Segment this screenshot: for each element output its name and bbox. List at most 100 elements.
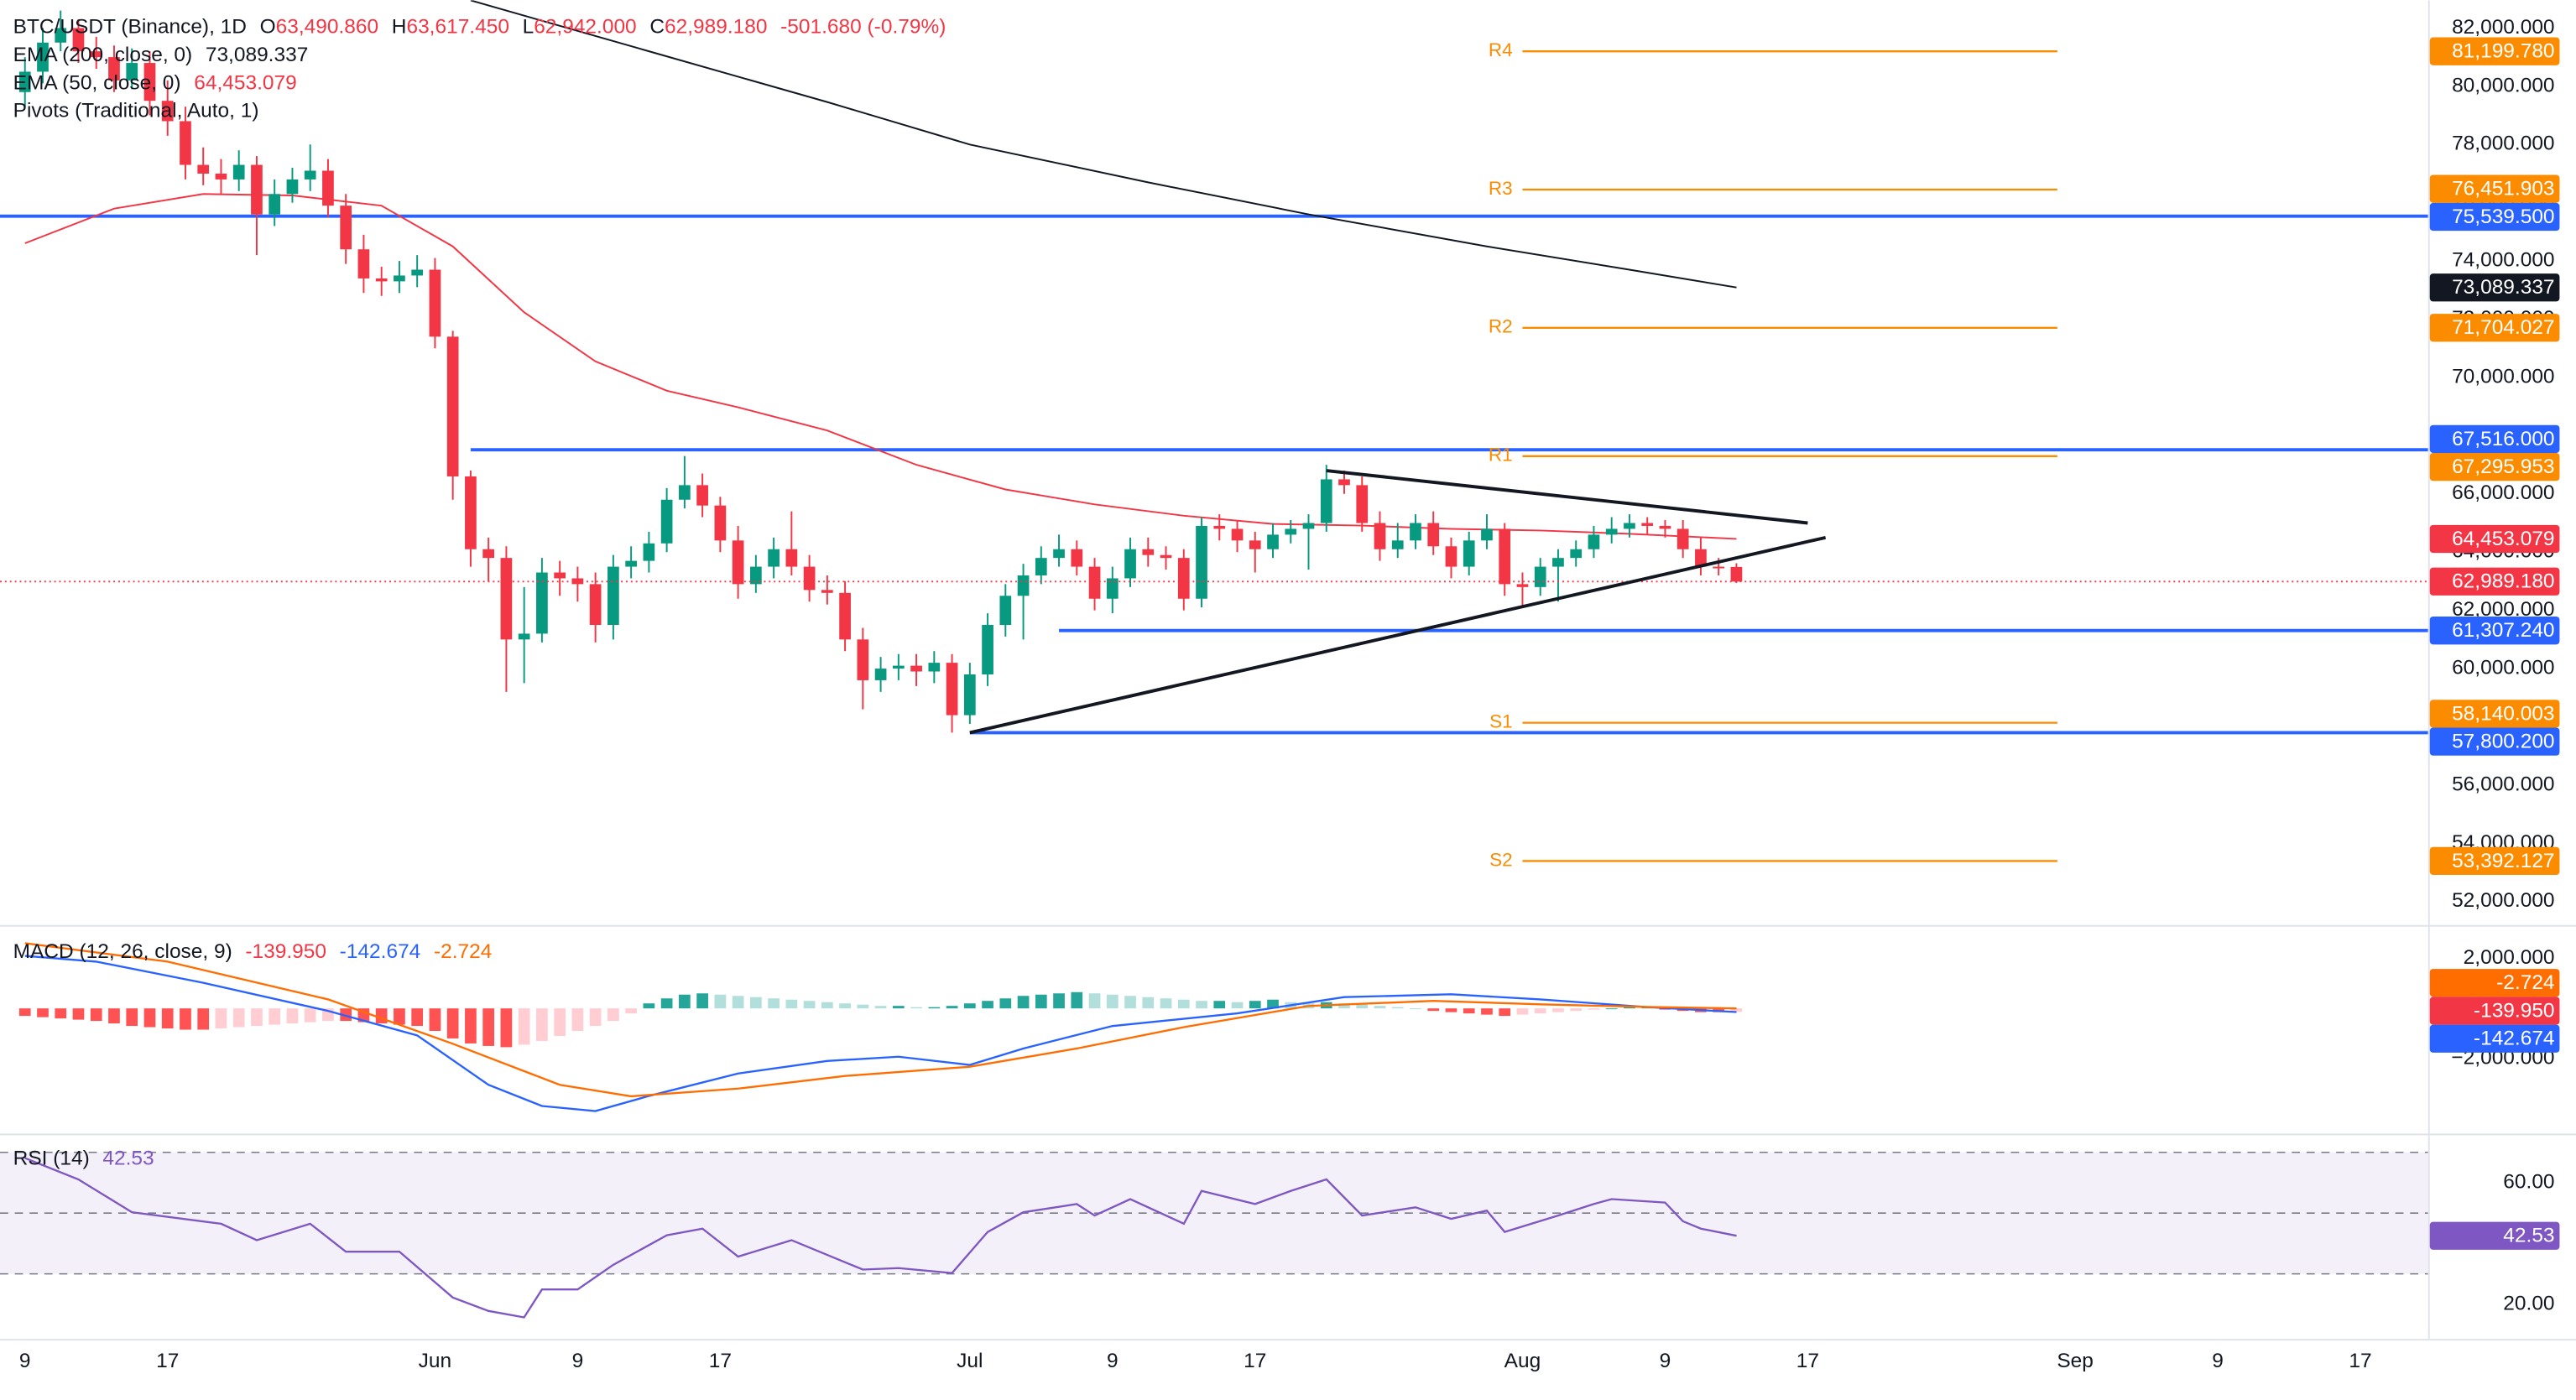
macd-histogram-bar (839, 1003, 851, 1009)
macd-histogram-bar (126, 1008, 138, 1027)
candle-body (269, 194, 281, 215)
price-label: 61,307.240 (2452, 619, 2554, 642)
candle-body (108, 57, 120, 81)
price-label: 53,392.127 (2452, 850, 2554, 872)
price-label-box (2429, 1221, 2560, 1250)
macd-histogram-bar (1391, 1007, 1404, 1009)
price-label: 62,989.180 (2452, 570, 2554, 593)
candle-body (322, 170, 334, 206)
candle-body (1231, 528, 1244, 541)
macd-histogram-bar (482, 1008, 495, 1046)
candle-body (482, 549, 495, 559)
legend-text: H (392, 16, 407, 39)
macd-histogram-bar (1427, 1008, 1440, 1012)
macd-histogram-bar (90, 1008, 102, 1022)
candle-body (1285, 528, 1297, 535)
price-tick-label: 66,000.000 (2452, 481, 2554, 504)
candle-body (1106, 578, 1119, 599)
candle-body (1124, 549, 1136, 579)
macd-histogram-bar (55, 1008, 67, 1019)
date-tick-label: 9 (1660, 1350, 1671, 1372)
candle-body (1035, 558, 1047, 575)
candle-body (1071, 549, 1083, 567)
rsi-line (24, 1157, 1737, 1319)
legend-row: MACD (12, 26, close, 9) -139.950 -142.674-… (13, 940, 493, 963)
macd-histogram-bar (1463, 1008, 1475, 1014)
macd-histogram-bar (72, 1008, 85, 1020)
date-tick-label: 9 (19, 1350, 31, 1372)
price-tick-label: 52,000.000 (2452, 889, 2554, 912)
candle-body (768, 549, 780, 567)
macd-histogram-bar (1552, 1008, 1564, 1012)
legend-text: EMA (50, close, 0) (13, 72, 181, 95)
date-tick-label: 17 (2349, 1350, 2371, 1372)
price-tick-label: 60,000.000 (2452, 657, 2554, 679)
macd-line (24, 955, 1737, 1112)
price-label-box (2429, 969, 2560, 997)
candle-body (643, 543, 655, 561)
candle-body (696, 485, 708, 506)
candle-body (1605, 528, 1618, 535)
candle-body (536, 572, 548, 634)
price-tick-label: 74,000.000 (2452, 249, 2554, 272)
candle-body (197, 164, 210, 174)
candle-body (1213, 525, 1226, 529)
macd-histogram-bar (892, 1006, 905, 1009)
macd-histogram-bar (1142, 997, 1155, 1009)
macd-histogram-bar (1017, 996, 1030, 1009)
price-label-box (2429, 700, 2560, 728)
legend-text: -2.724 (434, 940, 492, 963)
macd-histogram-bar (768, 998, 780, 1009)
candle-body (411, 269, 424, 276)
rsi-pane (0, 1151, 2428, 1319)
candle-body (1017, 575, 1030, 596)
candle-body (1320, 479, 1332, 523)
candle-body (821, 590, 833, 593)
legend-text: BTC/USDT (Binance), 1D (13, 16, 247, 39)
date-tick-label: 17 (156, 1350, 179, 1372)
candle-body (1160, 554, 1172, 559)
macd-histogram-bar (910, 1007, 922, 1009)
pivot-name: S2 (1489, 849, 1513, 870)
macd-histogram-bar (625, 1008, 637, 1014)
macd-histogram-bar (304, 1008, 316, 1023)
legend-text: -142.674 (340, 940, 421, 963)
candle-body (803, 566, 816, 591)
candle-body (1445, 546, 1457, 567)
candle-body (785, 549, 798, 567)
rsi-tick-label: 60.00 (2503, 1170, 2554, 1193)
candle-body (999, 596, 1012, 625)
legend-row: Pivots (Traditional, Auto, 1) (13, 100, 259, 122)
candle-body (1177, 558, 1190, 599)
macd-histogram-bar (1249, 1001, 1261, 1009)
candle-body (1588, 534, 1600, 549)
macd-histogram-bar (1177, 999, 1190, 1009)
legend-text: Pivots (Traditional, Auto, 1) (13, 100, 259, 122)
candle-body (679, 485, 691, 500)
macd-histogram-bar (1356, 1004, 1369, 1009)
candle-body (839, 592, 851, 640)
ema-line (24, 193, 1737, 540)
macd-histogram-bar (500, 1008, 513, 1048)
pivot-name: R2 (1489, 316, 1513, 337)
price-label-box (2429, 314, 2560, 342)
macd-histogram-bar (607, 1008, 619, 1022)
price-label-box (2429, 846, 2560, 876)
candle-body (1410, 523, 1421, 541)
macd-histogram-bar (1624, 1007, 1635, 1009)
macd-histogram-bar (37, 1008, 49, 1017)
candle-body (625, 560, 637, 567)
candle-body (1481, 528, 1493, 541)
candle-body (1267, 534, 1279, 549)
legend-row: BTC/USDT (Binance), 1D O63,490.860 H63,617… (13, 16, 946, 39)
macd-histogram-bar (554, 1008, 566, 1036)
pivot-name: S1 (1489, 711, 1513, 732)
price-pane: R4 R3 R2 R1 S1 S2 (0, 0, 2428, 870)
candle-body (1427, 523, 1440, 547)
macd-histogram-bar (803, 1001, 816, 1009)
macd-histogram-bar (696, 993, 708, 1009)
price-label: 57,800.200 (2452, 731, 2554, 753)
candle-body (714, 505, 727, 541)
macd-histogram-bar (660, 998, 673, 1009)
